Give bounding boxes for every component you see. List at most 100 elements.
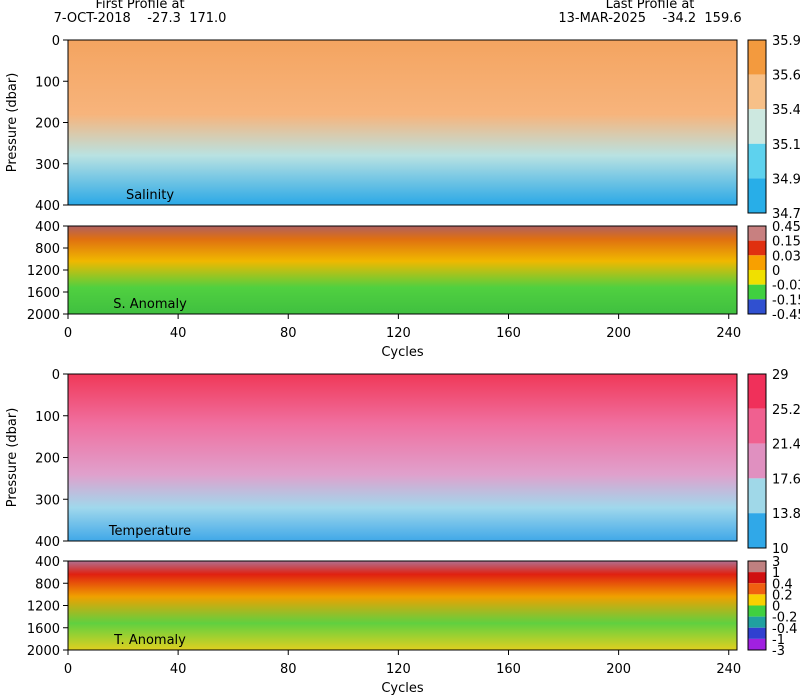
x-axis-label: Cycles	[381, 345, 424, 360]
colorbar-segment	[748, 255, 766, 270]
colorbar-segment	[748, 627, 766, 639]
panel-annotation: Salinity	[126, 188, 174, 203]
colorbar-label: 25.2	[772, 403, 800, 418]
colorbar-segment	[748, 561, 766, 573]
colorbar-label: -0.4	[772, 622, 797, 637]
colorbar-label: 3	[772, 555, 780, 570]
colorbar-segment	[748, 513, 766, 548]
colorbar-label: -0.03	[772, 279, 800, 294]
x-tick-label: 240	[716, 662, 741, 677]
colorbar-segment	[748, 583, 766, 595]
y-tick-label: 0	[52, 34, 60, 49]
colorbar-label: 35.18	[772, 138, 800, 153]
heatmap-field	[68, 561, 737, 650]
x-tick-label: 40	[170, 662, 187, 677]
colorbar-label: 0	[772, 264, 780, 279]
colorbar-label: -1	[772, 633, 785, 648]
y-tick-label: 200	[35, 452, 60, 467]
x-axis-label: Cycles	[381, 681, 424, 696]
first-label: First Profile at	[95, 0, 184, 12]
panel-annotation: T. Anomaly	[113, 633, 186, 648]
heatmap-field	[68, 226, 737, 314]
y-tick-label: 1200	[27, 600, 60, 615]
colorbar-segment	[748, 572, 766, 584]
colorbar-segment	[748, 226, 766, 241]
colorbar-label: 29	[772, 368, 789, 383]
panel-annotation: Temperature	[108, 524, 191, 539]
x-tick-label: 0	[64, 662, 72, 677]
colorbar-label: 17.6	[772, 472, 800, 487]
colorbar-segment	[748, 240, 766, 256]
colorbar-segment	[748, 408, 766, 444]
colorbar-segment	[748, 109, 766, 144]
colorbar-label: 1	[772, 566, 780, 581]
colorbar-segment	[748, 443, 766, 479]
colorbar-label: 0.45	[772, 220, 800, 235]
y-tick-label: 400	[35, 555, 60, 570]
colorbar-segment	[748, 605, 766, 617]
colorbar-segment	[748, 143, 766, 179]
x-tick-label: 200	[606, 662, 631, 677]
colorbar-segment	[748, 616, 766, 628]
colorbar-segment	[748, 478, 766, 514]
x-tick-label: 120	[386, 326, 411, 341]
colorbar-segment	[748, 638, 766, 650]
colorbar-segment	[748, 299, 766, 314]
y-tick-label: 100	[35, 410, 60, 425]
y-tick-label: 300	[35, 493, 60, 508]
colorbar-label: 34.94	[772, 172, 800, 187]
colorbar-label: -0.2	[772, 611, 797, 626]
colorbar-label: 21.4	[772, 438, 800, 453]
colorbar-label: 35.9	[772, 34, 800, 49]
colorbar-label: 34.7	[772, 207, 800, 222]
colorbar-label: 0.15	[772, 235, 800, 250]
colorbar-segment	[748, 270, 766, 285]
y-tick-label: 400	[35, 535, 60, 550]
heatmap-field	[68, 40, 737, 205]
y-tick-label: 2000	[27, 308, 60, 323]
heatmap-field	[68, 374, 737, 541]
colorbar-label: 0	[772, 600, 780, 615]
y-tick-label: 300	[35, 158, 60, 173]
colorbar-frame	[747, 373, 767, 549]
colorbar-frame	[747, 225, 767, 315]
colorbar-segment	[748, 74, 766, 110]
x-tick-label: 120	[386, 662, 411, 677]
panel-annotation: S. Anomaly	[113, 297, 187, 312]
colorbar-label: 35.42	[772, 103, 800, 118]
colorbar-label: 0.03	[772, 249, 800, 264]
colorbar-segment	[748, 374, 766, 409]
colorbar-label: 35.66	[772, 69, 800, 84]
y-axis-label: Pressure (dbar)	[5, 408, 20, 508]
x-tick-label: 80	[280, 326, 297, 341]
x-tick-label: 160	[496, 326, 521, 341]
x-tick-label: 240	[716, 326, 741, 341]
y-tick-label: 1600	[27, 622, 60, 637]
x-tick-label: 80	[280, 662, 297, 677]
colorbar-segment	[748, 284, 766, 300]
y-tick-label: 1200	[27, 264, 60, 279]
y-axis-label: Pressure (dbar)	[5, 73, 20, 173]
y-tick-label: 800	[35, 242, 60, 257]
x-tick-label: 200	[606, 326, 631, 341]
y-tick-label: 1600	[27, 286, 60, 301]
y-tick-label: 800	[35, 577, 60, 592]
colorbar-label: 10	[772, 542, 789, 557]
colorbar-label: -0.15	[772, 293, 800, 308]
x-tick-label: 40	[170, 326, 187, 341]
colorbar-segment	[748, 178, 766, 213]
colorbar-label: 0.2	[772, 588, 793, 603]
colorbar-label: -3	[772, 644, 785, 659]
y-tick-label: 100	[35, 75, 60, 90]
y-tick-label: 2000	[27, 644, 60, 659]
last-label: Last Profile at	[606, 0, 695, 12]
y-tick-label: 200	[35, 117, 60, 132]
y-tick-label: 0	[52, 368, 60, 383]
colorbar-label: 0.4	[772, 577, 793, 592]
colorbar-frame	[747, 39, 767, 214]
last-value: 13-MAR-2025 -34.2 159.6	[558, 11, 741, 26]
x-tick-label: 0	[64, 326, 72, 341]
first-value: 7-OCT-2018 -27.3 171.0	[54, 11, 227, 26]
colorbar-segment	[748, 594, 766, 606]
